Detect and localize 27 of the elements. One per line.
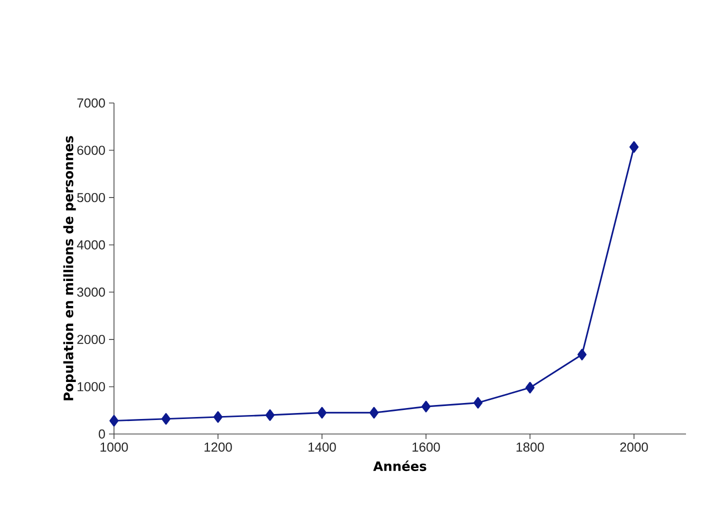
point (369, 406, 379, 419)
point (629, 141, 639, 153)
point (109, 414, 119, 427)
x-tick-label: 1800 (516, 442, 544, 452)
y-tick-label: 0 (98, 429, 105, 439)
point (317, 406, 327, 419)
point (525, 382, 535, 394)
y-tick-label: 7000 (77, 98, 105, 108)
x-tick-label: 2000 (620, 442, 648, 452)
y-tick-label: 4000 (76, 240, 105, 250)
point (161, 413, 171, 425)
point (265, 409, 275, 421)
point (577, 348, 587, 360)
y-tick-label: 5000 (77, 192, 105, 202)
y-tick-label: 3000 (77, 288, 105, 297)
point (421, 400, 431, 412)
y-tick-label: 1000 (78, 382, 105, 392)
x-tick-label: 1600 (412, 442, 440, 452)
y-tick-label: 6000 (77, 146, 105, 155)
y-axis-title: Population en millions de personnes (63, 136, 76, 400)
x-tick-label: 1400 (308, 442, 336, 452)
x-axis-title: Années (373, 460, 426, 472)
point (213, 411, 223, 423)
x-tick-label: 1000 (100, 442, 128, 452)
y-tick-label: 2000 (77, 334, 105, 344)
point (473, 396, 483, 409)
x-tick-label: 1200 (204, 442, 232, 452)
